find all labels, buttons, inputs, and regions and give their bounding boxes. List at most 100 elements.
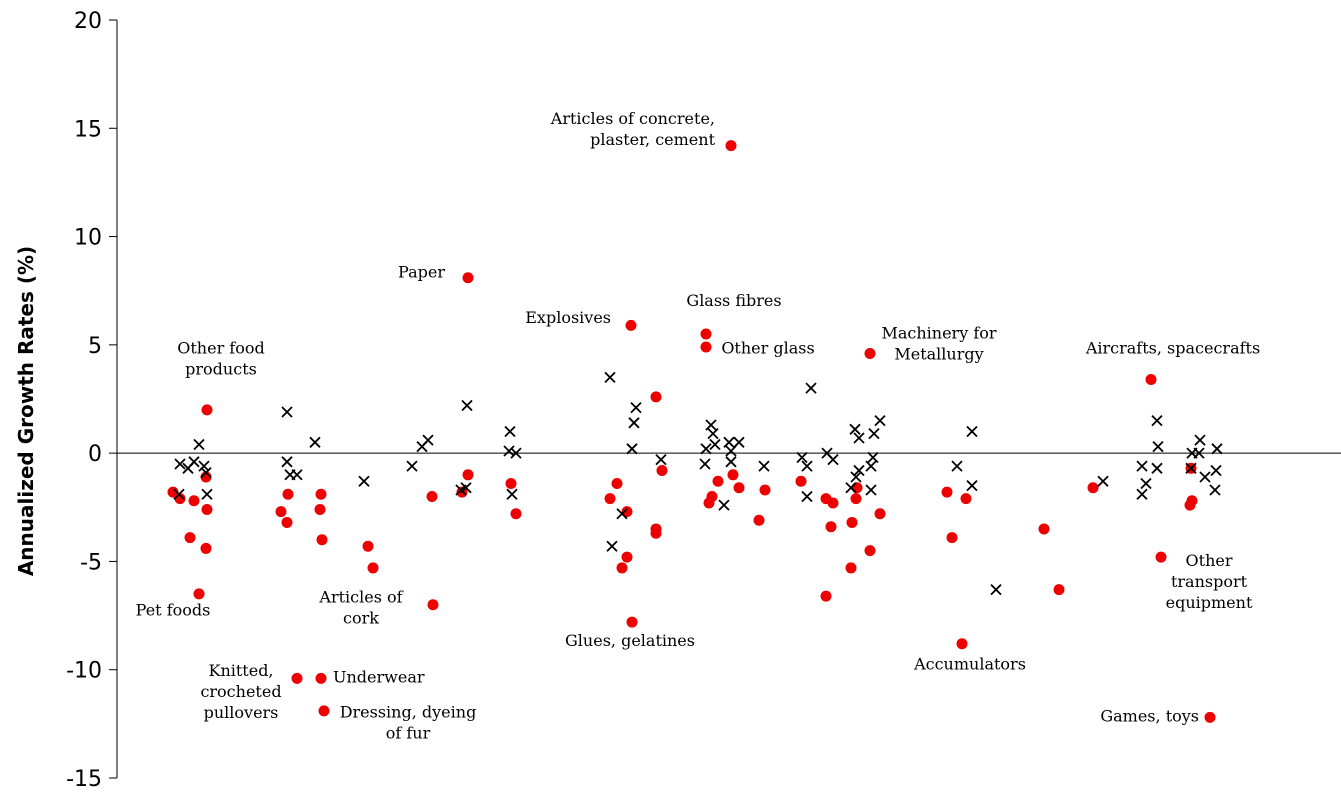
data-point-cross [709,438,721,451]
data-point-cross [309,436,321,448]
data-point-cross [874,415,886,427]
data-point-highlighted [621,506,633,518]
data-point-cross [655,454,667,466]
annotation-label: Pet foods [136,601,211,620]
annotation-line: Knitted, [208,661,273,680]
data-point-highlighted [846,516,858,528]
annotations-layer: Other food products Pet foods Knitted, croch… [136,109,1261,742]
annotation-line: Accumulators [913,655,1026,674]
data-point-cross [604,371,616,383]
annotation-label: Knitted, crocheted pullovers [200,661,281,722]
data-point-cross [616,508,628,520]
data-point-highlighted [960,493,972,505]
data-point-highlighted [851,482,863,494]
annotation-label: Other transport equipment [1166,551,1253,612]
annotation-line: Articles of [318,588,403,607]
annotation-line: of fur [386,723,431,742]
data-point-highlighted [510,508,522,520]
annotation-line: Aircrafts, spacecrafts [1085,339,1260,358]
annotation-line: Glues, gelatines [565,631,695,650]
data-point-highlighted [193,588,205,600]
annotation-line: products [185,360,257,379]
annotation-label: Articles of cork [318,588,403,628]
annotation-label: Other glass [721,339,814,358]
data-point-cross [951,460,963,472]
data-point-highlighted [864,348,876,360]
data-point-highlighted [625,319,637,331]
data-point-cross [1140,477,1152,490]
data-point-cross [725,456,737,468]
points-layer [167,140,1223,723]
data-point-highlighted [200,542,212,554]
annotation-label: Paper [398,263,445,282]
annotation-line: Other glass [721,339,814,358]
data-point-highlighted [316,534,328,546]
data-point-cross [503,445,515,457]
data-point-highlighted [275,506,287,518]
data-point-highlighted [1053,584,1065,596]
data-point-highlighted [604,493,616,505]
annotation-label: Games, toys [1100,707,1199,726]
data-point-highlighted [703,497,715,509]
data-point-cross [281,406,293,418]
data-point-highlighted [864,545,876,557]
data-point-highlighted [874,508,886,520]
annotation-line: cork [343,609,379,628]
y-tick-label: 15 [74,117,102,142]
data-point-highlighted [827,497,839,509]
data-point-cross [718,499,730,511]
data-point-highlighted [362,540,374,552]
data-point-cross [805,382,817,394]
data-point-highlighted [1038,523,1050,535]
data-point-cross [201,488,213,500]
data-point-highlighted [727,469,739,481]
annotation-label: Aircrafts, spacecrafts [1085,339,1260,358]
data-point-highlighted [820,590,832,602]
annotation-line: Paper [398,263,445,282]
data-point-highlighted [462,272,474,284]
data-point-highlighted [505,477,517,489]
data-point-highlighted [759,484,771,496]
annotation-label: Glass fibres [686,291,781,310]
data-point-highlighted [753,514,765,526]
data-point-highlighted [201,503,213,515]
data-point-cross [291,469,303,481]
data-point-cross [966,425,978,438]
data-point-highlighted [616,562,628,574]
annotation-line: plaster, cement [590,130,715,149]
data-point-highlighted [941,486,953,498]
data-point-cross [796,451,808,464]
data-point-highlighted [795,475,807,487]
axes-layer: 20 15 10 5 0 -5 -10 -15 Annualized Growth Rates … [14,9,1341,792]
data-point-cross [827,454,839,466]
annotation-line: Glass fibres [686,291,781,310]
data-point-highlighted [318,705,330,717]
data-point-cross [461,399,473,412]
data-point-highlighted [825,521,837,533]
data-point-cross [1151,415,1163,427]
annotation-label: Articles of concrete, plaster, cement [550,109,716,149]
data-point-cross [406,460,418,472]
data-point-cross [1211,443,1223,455]
data-point-cross [849,423,861,435]
annotation-line: Dressing, dyeing [340,702,477,721]
data-point-cross [705,419,717,431]
data-point-cross [723,436,735,448]
data-point-cross [853,464,865,477]
data-point-cross [1194,434,1206,446]
data-point-cross [868,428,880,440]
data-point-highlighted [1204,711,1216,723]
annotation-label: Dressing, dyeing of fur [340,702,477,742]
annotation-line: Other [1186,551,1233,570]
data-point-highlighted [1087,482,1099,494]
annotation-line: pullovers [204,703,279,722]
data-point-cross [1193,447,1205,459]
data-point-cross [193,438,205,451]
data-point-highlighted [650,391,662,403]
data-point-highlighted [656,464,668,476]
data-point-cross [504,425,516,438]
data-point-cross [758,460,770,472]
data-point-highlighted [188,495,200,507]
